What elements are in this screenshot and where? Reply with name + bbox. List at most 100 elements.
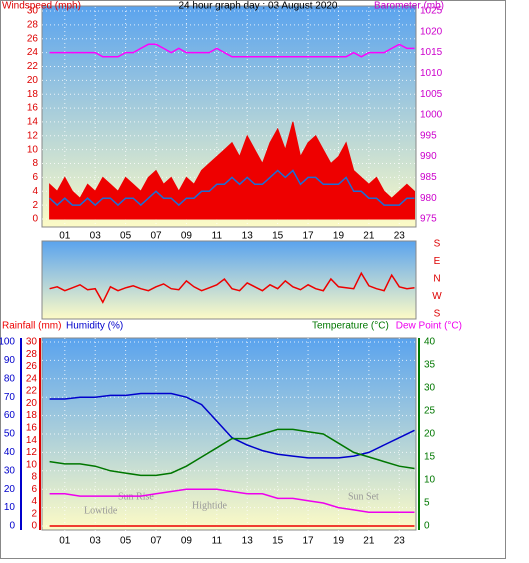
x-tick-label: 03 bbox=[90, 231, 102, 242]
y3-tick-label: 20 bbox=[26, 398, 38, 409]
y3-tick-label: 4 bbox=[31, 496, 37, 507]
y-tick-label: 0 bbox=[32, 214, 38, 225]
x-tick-label: 03 bbox=[90, 536, 102, 547]
y3-tick-label: 26 bbox=[26, 361, 38, 372]
y-tick-label: S bbox=[434, 239, 441, 250]
y-tick-label: W bbox=[432, 291, 442, 302]
y-tick-label: 60 bbox=[4, 410, 16, 421]
y2-tick-label: 40 bbox=[424, 337, 436, 348]
y2-tick-label: 1000 bbox=[420, 110, 443, 121]
y3-tick-label: 8 bbox=[31, 472, 37, 483]
y2-tick-label: 1025 bbox=[420, 6, 443, 17]
y-tick-label: E bbox=[434, 256, 441, 267]
x-tick-label: 23 bbox=[394, 536, 406, 547]
y2-tick-label: 980 bbox=[420, 193, 437, 204]
y2-tick-label: 1020 bbox=[420, 26, 443, 37]
y-tick-label: 10 bbox=[27, 144, 39, 155]
y-tick-label: S bbox=[434, 309, 441, 320]
y2-tick-label: 25 bbox=[424, 406, 436, 417]
y-tick-label: 0 bbox=[9, 521, 15, 532]
y3-tick-label: 2 bbox=[31, 508, 37, 519]
y2-tick-label: 15 bbox=[424, 452, 436, 463]
x-tick-label: 09 bbox=[181, 536, 193, 547]
y-axis-label: Windspeed (mph) bbox=[2, 1, 81, 12]
series-line bbox=[49, 169, 415, 207]
y2-tick-label: 995 bbox=[420, 130, 437, 141]
annotation: Lowtide bbox=[84, 505, 118, 516]
series-line bbox=[49, 488, 415, 513]
x-tick-label: 09 bbox=[181, 231, 193, 242]
y3-tick-label: 28 bbox=[26, 349, 38, 360]
x-tick-label: 15 bbox=[272, 231, 284, 242]
y2-tick-label: 5 bbox=[424, 498, 430, 509]
series-line bbox=[49, 43, 415, 58]
series-area bbox=[49, 121, 415, 220]
y2-tick-label: 20 bbox=[424, 429, 436, 440]
y-tick-label: 6 bbox=[32, 172, 38, 183]
y-tick-label: N bbox=[433, 274, 440, 285]
legend-label: Rainfall (mm) bbox=[2, 321, 61, 332]
y-tick-label: 100 bbox=[0, 337, 15, 348]
x-tick-label: 17 bbox=[302, 231, 314, 242]
x-tick-label: 13 bbox=[242, 231, 254, 242]
y-tick-label: 18 bbox=[27, 89, 39, 100]
y2-tick-label: 1010 bbox=[420, 68, 443, 79]
y3-tick-label: 16 bbox=[26, 423, 38, 434]
x-tick-label: 07 bbox=[150, 536, 162, 547]
y-tick-label: 2 bbox=[32, 200, 38, 211]
y-tick-label: 90 bbox=[4, 355, 16, 366]
x-tick-label: 21 bbox=[363, 231, 375, 242]
y2-tick-label: 975 bbox=[420, 214, 437, 225]
y-tick-label: 28 bbox=[27, 20, 39, 31]
y-tick-label: 30 bbox=[27, 6, 39, 17]
y2-axis-label: Barometer (mb) bbox=[374, 1, 444, 12]
y2-tick-label: 1015 bbox=[420, 47, 443, 58]
series-line bbox=[49, 428, 415, 477]
y-tick-label: 20 bbox=[27, 75, 39, 86]
y-tick-label: 16 bbox=[27, 103, 39, 114]
y-tick-label: 22 bbox=[27, 61, 39, 72]
y-tick-label: 50 bbox=[4, 429, 16, 440]
y2-tick-label: 30 bbox=[424, 383, 436, 394]
x-tick-label: 23 bbox=[394, 231, 406, 242]
x-tick-label: 05 bbox=[120, 536, 132, 547]
legend-label: Temperature (°C) bbox=[312, 321, 389, 332]
y-tick-label: 80 bbox=[4, 373, 16, 384]
y2-tick-label: 10 bbox=[424, 475, 436, 486]
y2-tick-label: 1005 bbox=[420, 89, 443, 100]
y3-tick-label: 18 bbox=[26, 410, 38, 421]
y3-tick-label: 12 bbox=[26, 447, 38, 458]
y-tick-label: 30 bbox=[4, 465, 16, 476]
y3-tick-label: 24 bbox=[26, 373, 38, 384]
series-line bbox=[49, 392, 415, 459]
y3-tick-label: 0 bbox=[31, 521, 37, 532]
y3-tick-label: 14 bbox=[26, 435, 38, 446]
y-tick-label: 26 bbox=[27, 33, 39, 44]
y2-tick-label: 990 bbox=[420, 151, 437, 162]
y-tick-label: 20 bbox=[4, 484, 16, 495]
y-tick-label: 40 bbox=[4, 447, 16, 458]
legend-label: Humidity (%) bbox=[66, 321, 123, 332]
y-tick-label: 10 bbox=[4, 502, 16, 513]
y3-tick-label: 10 bbox=[26, 459, 38, 470]
x-tick-label: 17 bbox=[302, 536, 314, 547]
y3-tick-label: 30 bbox=[26, 337, 38, 348]
x-tick-label: 13 bbox=[242, 536, 254, 547]
x-tick-label: 01 bbox=[59, 536, 71, 547]
y-tick-label: 24 bbox=[27, 47, 39, 58]
x-tick-label: 05 bbox=[120, 231, 132, 242]
x-tick-label: 19 bbox=[333, 536, 345, 547]
chart-title: 24 hour graph day : 03 August 2020 bbox=[178, 1, 337, 12]
x-tick-label: 07 bbox=[150, 231, 162, 242]
x-tick-label: 19 bbox=[333, 231, 345, 242]
direction-plot-area bbox=[41, 240, 417, 320]
x-tick-label: 11 bbox=[212, 536, 223, 547]
series-line bbox=[49, 271, 415, 304]
x-tick-label: 01 bbox=[59, 231, 71, 242]
y-tick-label: 14 bbox=[27, 117, 39, 128]
y3-tick-label: 22 bbox=[26, 386, 38, 397]
x-tick-label: 11 bbox=[212, 231, 223, 242]
legend-label: Dew Point (°C) bbox=[396, 321, 462, 332]
y2-tick-label: 35 bbox=[424, 360, 436, 371]
